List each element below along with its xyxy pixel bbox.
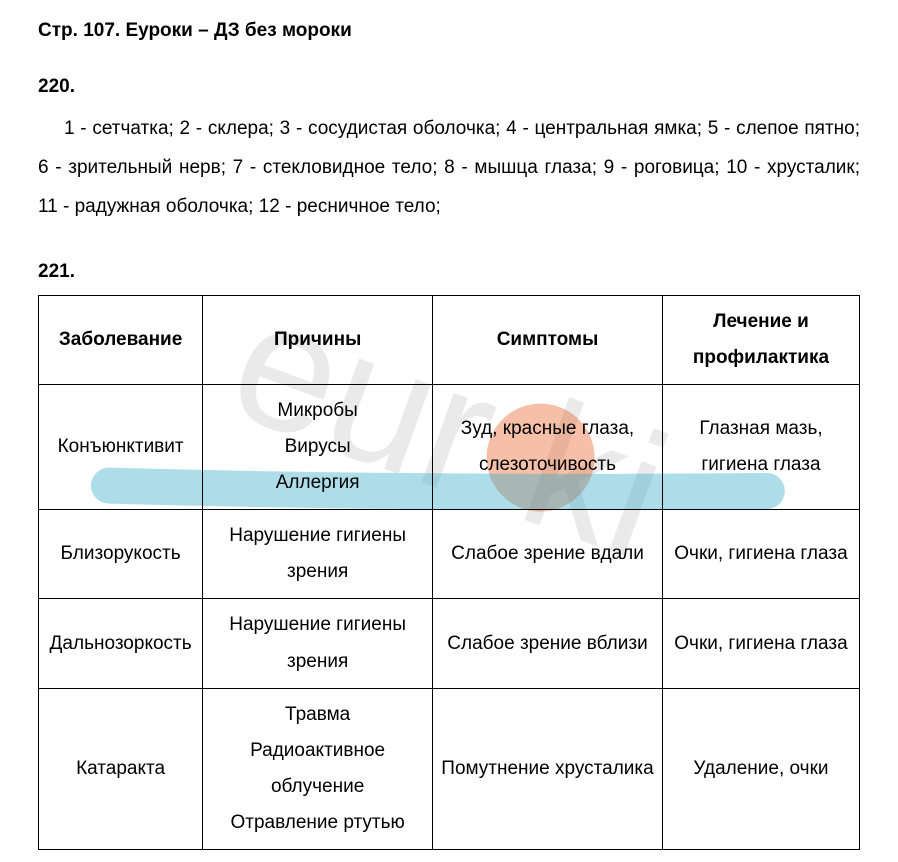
- table-cell: Слабое зрение вдали: [433, 510, 663, 599]
- table-row: Катаракта ТравмаРадиоактивное облучениеО…: [39, 688, 860, 849]
- table-header-symptoms: Симптомы: [433, 295, 663, 384]
- page-title: Стр. 107. Еуроки – ДЗ без мороки: [38, 20, 860, 42]
- table-cell: Глазная мазь, гигиена глаза: [662, 385, 859, 510]
- table-cell: Нарушение гигиены зрения: [203, 599, 433, 688]
- table-header-treatment: Лечение и профилактика: [662, 295, 859, 384]
- table-header-disease: Заболевание: [39, 295, 203, 384]
- table-row: Дальнозоркость Нарушение гигиены зрения …: [39, 599, 860, 688]
- exercise-220-number: 220.: [38, 76, 860, 98]
- content: Стр. 107. Еуроки – ДЗ без мороки 220. 1 …: [38, 20, 860, 850]
- table-cell: Очки, гигиена глаза: [662, 599, 859, 688]
- table-row: Конъюнктивит МикробыВирусыАллергия Зуд, …: [39, 385, 860, 510]
- table-header-causes: Причины: [203, 295, 433, 384]
- table-cell: Дальнозоркость: [39, 599, 203, 688]
- table-cell: МикробыВирусыАллергия: [203, 385, 433, 510]
- table-header-row: Заболевание Причины Симптомы Лечение и п…: [39, 295, 860, 384]
- table-cell: Конъюнктивит: [39, 385, 203, 510]
- table-cell: Очки, гигиена глаза: [662, 510, 859, 599]
- table-row: Близорукость Нарушение гигиены зрения Сл…: [39, 510, 860, 599]
- page: eur ki Стр. 107. Еуроки – ДЗ без мороки …: [0, 0, 898, 862]
- table-cell: Зуд, красные глаза, слезоточивость: [433, 385, 663, 510]
- table-cell: Нарушение гигиены зрения: [203, 510, 433, 599]
- table-cell: Близорукость: [39, 510, 203, 599]
- table-cell: ТравмаРадиоактивное облучениеОтравление …: [203, 688, 433, 849]
- exercise-220-text: 1 - сетчатка; 2 - склера; 3 - сосудистая…: [38, 110, 860, 227]
- table-cell: Катаракта: [39, 688, 203, 849]
- diseases-table: Заболевание Причины Симптомы Лечение и п…: [38, 295, 860, 850]
- table-cell: Слабое зрение вблизи: [433, 599, 663, 688]
- table-cell: Помутнение хрусталика: [433, 688, 663, 849]
- table-cell: Удаление, очки: [662, 688, 859, 849]
- exercise-221-number: 221.: [38, 261, 860, 283]
